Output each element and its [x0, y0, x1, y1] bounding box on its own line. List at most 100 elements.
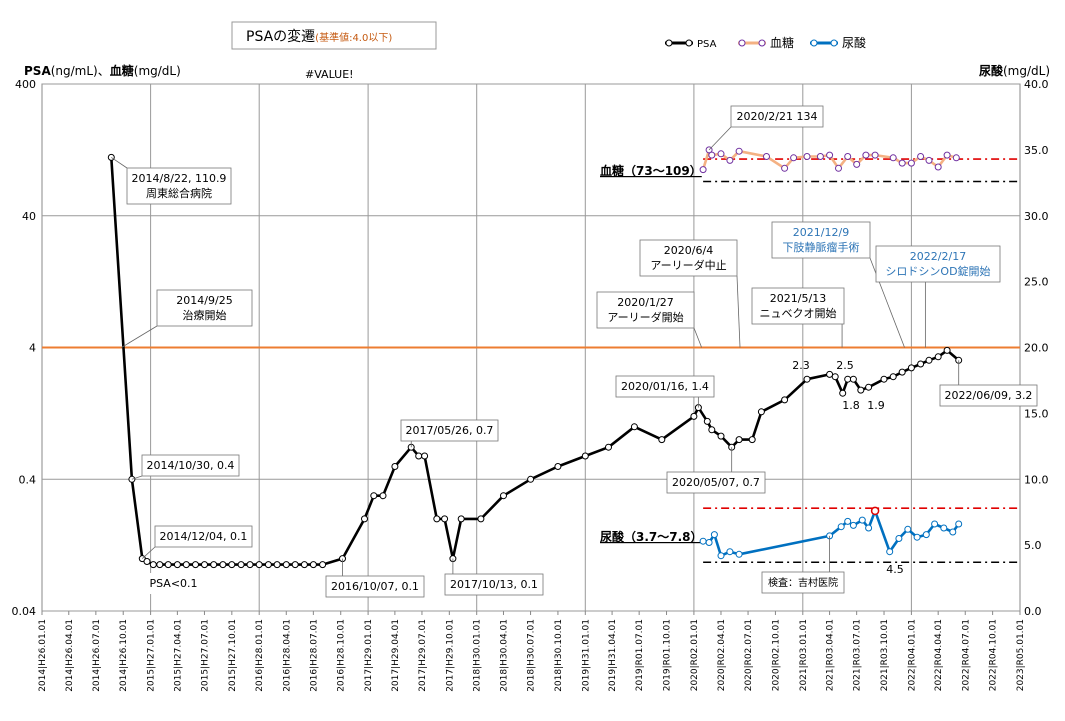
annotation-text: 2017/05/26, 0.7 — [406, 424, 494, 437]
data-point — [837, 523, 845, 531]
y-right-tick-label: 35.0 — [1024, 144, 1049, 157]
x-tick-label: 2016|H28.07.01 — [309, 619, 319, 692]
value-error-text: #VALUE! — [305, 68, 354, 81]
annotation-text: 2014/8/22, 110.9 — [132, 172, 227, 185]
x-tick-label: 2019|H31.04.01 — [608, 619, 618, 692]
left-axis-title-glucose: 血糖 — [110, 63, 134, 78]
point-value-label: 1.9 — [867, 399, 885, 412]
series-layer — [107, 146, 963, 569]
annotation-box — [761, 571, 845, 594]
x-tick-label: 2019|R01.10.01 — [663, 619, 673, 691]
x-tick-label: 2022|R04.04.01 — [934, 619, 944, 691]
data-point — [907, 364, 915, 372]
data-point — [803, 153, 811, 160]
data-point — [477, 515, 485, 523]
x-tick-label: 2020|R02.10.01 — [771, 619, 781, 691]
data-point — [917, 360, 925, 368]
annotation-box — [156, 289, 253, 327]
annotation-leader — [111, 157, 128, 169]
data-point — [201, 561, 208, 569]
y-right-tick-label: 40.0 — [1024, 78, 1049, 91]
y-right-tick-label: 10.0 — [1024, 473, 1049, 486]
y-left-tick-label: 40 — [22, 210, 36, 223]
data-point — [895, 535, 903, 542]
legend-marker — [738, 39, 746, 47]
annotation-text: 2014/12/04, 0.1 — [160, 530, 248, 543]
annotation-text: 2021/5/13 — [770, 292, 826, 305]
data-point — [726, 548, 734, 556]
data-point — [149, 561, 157, 569]
y-right-tick-label: 25.0 — [1024, 276, 1049, 289]
annotation-box — [444, 573, 544, 596]
annotation-box — [154, 525, 253, 548]
data-point — [690, 412, 698, 420]
y-left-tick-label: 4 — [29, 342, 36, 355]
data-point — [219, 561, 227, 569]
data-point — [925, 356, 933, 364]
data-point — [658, 436, 666, 444]
data-point — [831, 373, 839, 381]
annotation-text: 2016/10/07, 0.1 — [331, 580, 419, 593]
x-tick-label: 2015|H27.01.01 — [147, 619, 157, 692]
data-point — [433, 515, 441, 523]
annotation-text: シロドシンOD錠開始 — [885, 264, 990, 278]
annotation-text: 下肢静脈瘤手術 — [783, 240, 860, 254]
data-point — [934, 353, 942, 361]
x-tick-label: 2022|R04.10.01 — [989, 619, 999, 691]
annotation-box — [141, 454, 240, 477]
annotation-text: 2014/9/25 — [176, 294, 232, 307]
y-right-tick-label: 5.0 — [1024, 539, 1042, 552]
data-point — [880, 375, 888, 383]
annotation-box — [146, 573, 201, 594]
annotation-box — [666, 471, 766, 494]
y-left-tick-label: 0.4 — [19, 473, 37, 486]
x-tick-label: 2021|R03.01.01 — [799, 619, 809, 691]
annotation-box — [771, 221, 871, 259]
x-tick-label: 2023|R05.01.01 — [1016, 619, 1026, 691]
y-left-tick-label: 400 — [15, 78, 36, 91]
glucose-ref-label: 血糖（73～109） — [600, 163, 702, 178]
x-tick-label: 2014|H26.01.01 — [38, 619, 48, 692]
annotation-text: 2020/2/21 134 — [737, 110, 818, 123]
data-point — [391, 463, 399, 470]
data-point — [748, 436, 756, 444]
data-point — [717, 432, 725, 440]
legend-marker — [685, 39, 693, 47]
point-value-label: 4.5 — [886, 563, 904, 576]
annotation-text: 検査：吉村医院 — [768, 576, 838, 589]
data-point — [917, 153, 925, 160]
data-point — [955, 520, 963, 528]
data-point — [228, 561, 236, 569]
data-point — [282, 561, 290, 569]
annotation-text: 周東総合病院 — [146, 186, 212, 200]
data-point — [415, 452, 423, 460]
data-point — [835, 164, 842, 172]
x-tick-label: 2014|H26.10.01 — [119, 619, 129, 692]
annotation-box — [400, 419, 499, 442]
data-point — [857, 386, 865, 394]
data-point — [904, 525, 912, 533]
data-point — [300, 561, 308, 569]
x-tick-label: 2019|H31.01.01 — [581, 619, 591, 692]
annotation-text: 2017/10/13, 0.1 — [450, 578, 538, 591]
data-point — [781, 396, 789, 404]
data-point — [500, 492, 507, 500]
x-tick-label: 2017|H29.07.01 — [418, 619, 428, 692]
data-point — [630, 423, 638, 431]
data-point — [889, 373, 897, 381]
data-point — [925, 156, 933, 164]
legend-label: 血糖 — [770, 35, 794, 50]
data-point — [922, 531, 930, 539]
x-tick-label: 2020|R02.07.01 — [744, 619, 754, 691]
data-point — [699, 537, 707, 545]
data-point — [826, 151, 834, 159]
legend-label: PSA — [697, 39, 717, 50]
left-axis-title-psa: PSA — [24, 64, 51, 78]
right-axis-title: 尿酸(mg/dL) — [979, 63, 1050, 78]
y-right-tick-label: 20.0 — [1024, 342, 1049, 355]
data-point — [889, 154, 897, 162]
data-point — [757, 408, 765, 416]
data-point — [853, 160, 861, 168]
left-axis-title: PSA(ng/mL)、血糖(mg/dL) — [24, 63, 181, 78]
x-tick-label: 2022|R04.01.01 — [907, 619, 917, 691]
